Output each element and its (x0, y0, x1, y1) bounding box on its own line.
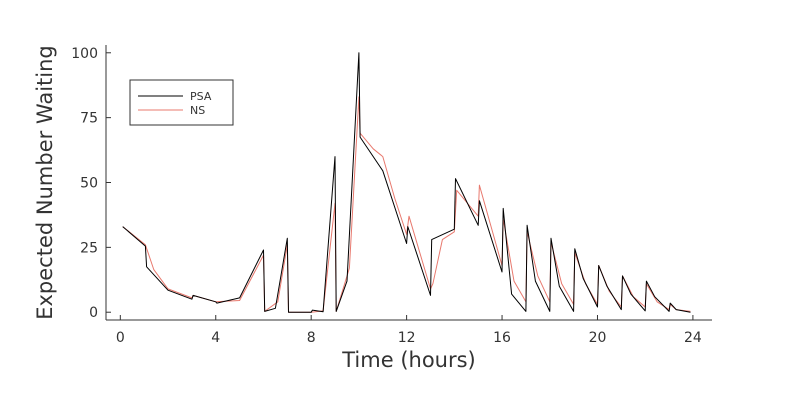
legend-label-ns: NS (190, 104, 205, 117)
y-tick-label: 50 (80, 176, 98, 192)
x-tick-label: 20 (589, 330, 607, 346)
series-line-ns (122, 96, 691, 313)
x-tick-label: 24 (684, 330, 702, 346)
x-tick-label: 4 (211, 330, 220, 346)
series-line-psa (122, 52, 691, 313)
legend: PSA NS (129, 79, 234, 126)
y-tick-label: 25 (80, 240, 98, 256)
y-tick-label: 100 (71, 46, 98, 62)
x-tick-label: 12 (398, 330, 416, 346)
y-tick-label: 0 (89, 305, 98, 321)
y-axis-title: Expected Number Waiting (33, 45, 57, 320)
plot-lines (122, 52, 691, 313)
legend-box (129, 79, 234, 126)
x-ticks: 0 4 8 12 16 20 24 (116, 315, 702, 346)
legend-label-psa: PSA (190, 90, 212, 103)
x-axis-title: Time (hours) (341, 348, 476, 372)
y-ticks: 0 25 50 75 100 (71, 46, 111, 321)
x-tick-label: 8 (307, 330, 316, 346)
x-tick-label: 0 (116, 330, 125, 346)
y-tick-label: 75 (80, 111, 98, 127)
x-tick-label: 16 (493, 330, 511, 346)
